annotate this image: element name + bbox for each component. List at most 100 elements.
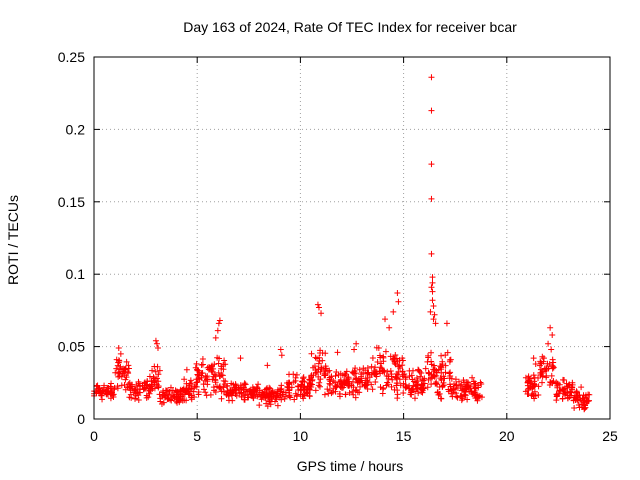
data-point: [352, 394, 359, 401]
data-point: [428, 107, 435, 114]
data-point: [378, 365, 385, 372]
data-point: [194, 372, 201, 379]
data-point: [571, 404, 578, 411]
data-point: [545, 340, 552, 347]
data-point: [537, 371, 544, 378]
data-point: [439, 383, 446, 390]
data-point: [384, 379, 391, 386]
data-point: [429, 374, 436, 381]
data-point: [386, 324, 393, 331]
data-point: [113, 365, 120, 372]
data-point: [203, 376, 210, 383]
data-point: [110, 391, 117, 398]
data-point: [387, 353, 394, 360]
data-point: [105, 384, 112, 391]
data-point: [535, 374, 542, 381]
data-point: [298, 387, 305, 394]
data-point: [315, 360, 322, 367]
data-point: [368, 381, 375, 388]
data-point: [214, 383, 221, 390]
data-point: [216, 317, 223, 324]
data-point: [218, 395, 225, 402]
data-point: [300, 374, 307, 381]
data-point: [113, 356, 120, 363]
data-point: [332, 388, 339, 395]
data-point: [156, 391, 163, 398]
data-point: [162, 394, 169, 401]
data-point: [153, 340, 160, 347]
data-point: [564, 394, 571, 401]
data-point: [574, 394, 581, 401]
data-point: [529, 385, 536, 392]
data-point: [126, 394, 133, 401]
data-point: [531, 395, 538, 402]
data-point: [462, 388, 469, 395]
data-point: [391, 357, 398, 364]
data-point: [406, 367, 413, 374]
data-point: [331, 379, 338, 386]
data-point: [271, 389, 278, 396]
data-point: [561, 376, 568, 383]
data-point: [118, 366, 125, 373]
data-point: [157, 398, 164, 405]
data-point: [188, 392, 195, 399]
data-point: [281, 395, 288, 402]
data-point: [364, 365, 371, 372]
data-point: [300, 391, 307, 398]
data-point: [108, 380, 115, 387]
data-point: [192, 383, 199, 390]
data-point: [317, 376, 324, 383]
data-point: [414, 378, 421, 385]
data-point: [584, 397, 591, 404]
data-point: [447, 383, 454, 390]
data-point: [356, 366, 363, 373]
data-point: [199, 361, 206, 368]
data-point: [349, 388, 356, 395]
data-point: [548, 346, 555, 353]
data-point: [531, 388, 538, 395]
data-point: [421, 375, 428, 382]
data-point: [114, 385, 121, 392]
data-point: [452, 376, 459, 383]
data-point: [198, 362, 205, 369]
data-point: [549, 332, 556, 339]
data-point: [452, 382, 459, 389]
data-point: [181, 376, 188, 383]
data-point: [121, 372, 128, 379]
data-point: [99, 396, 106, 403]
data-point: [477, 379, 484, 386]
data-point: [241, 392, 248, 399]
data-point: [377, 384, 384, 391]
data-point: [582, 404, 589, 411]
data-point: [295, 383, 302, 390]
data-point: [418, 386, 425, 393]
data-point: [553, 393, 560, 400]
data-point: [448, 387, 455, 394]
data-point: [471, 388, 478, 395]
data-point: [115, 373, 122, 380]
data-point: [147, 387, 154, 394]
data-point: [220, 384, 227, 391]
data-point: [528, 392, 535, 399]
data-point: [146, 390, 153, 397]
data-point: [199, 356, 206, 363]
data-point: [559, 395, 566, 402]
data-point: [316, 379, 323, 386]
data-point: [524, 387, 531, 394]
data-point: [308, 350, 315, 357]
y-axis-label: ROTI / TECUs: [5, 195, 21, 285]
data-point: [380, 353, 387, 360]
data-point: [458, 397, 465, 404]
data-point: [536, 362, 543, 369]
data-point: [543, 372, 550, 379]
data-point: [115, 345, 122, 352]
data-point: [129, 385, 136, 392]
data-point: [258, 396, 265, 403]
data-point: [424, 384, 431, 391]
data-point: [255, 381, 262, 388]
data-point: [322, 372, 329, 379]
data-point: [575, 401, 582, 408]
data-point: [451, 385, 458, 392]
data-point: [554, 384, 561, 391]
x-tick-label: 20: [499, 428, 515, 444]
